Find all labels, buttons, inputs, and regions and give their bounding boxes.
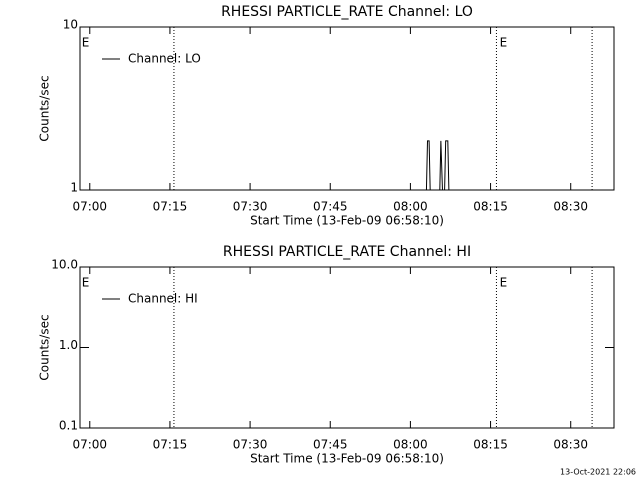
annotation: E	[82, 276, 90, 290]
x-tick-label: 08:30	[553, 200, 588, 214]
x-tick-label: 08:15	[473, 200, 508, 214]
chart-title: RHESSI PARTICLE_RATE Channel: HI	[223, 244, 471, 260]
x-axis-label: Start Time (13-Feb-09 06:58:10)	[250, 214, 444, 228]
x-tick-label: 07:00	[72, 200, 107, 214]
annotation: E	[500, 36, 508, 50]
x-tick-label: 08:00	[393, 200, 428, 214]
data-line	[425, 140, 452, 191]
x-tick-label: 07:45	[313, 200, 348, 214]
x-tick-label: 08:15	[473, 438, 508, 452]
x-tick-label: 07:30	[233, 200, 268, 214]
y-tick-label: 1.0	[59, 338, 78, 352]
y-tick-label: 0.1	[59, 419, 78, 433]
x-tick-label: 08:00	[393, 438, 428, 452]
chart-title: RHESSI PARTICLE_RATE Channel: LO	[221, 4, 473, 20]
x-tick-label: 07:30	[233, 438, 268, 452]
annotation: E	[82, 36, 90, 50]
x-tick-label: 07:45	[313, 438, 348, 452]
annotation: E	[500, 276, 508, 290]
y-tick-label: 1	[70, 181, 78, 195]
legend-label: Channel: LO	[128, 52, 201, 66]
x-tick-label: 07:00	[72, 438, 107, 452]
footer: 13-Oct-2021 22:06	[560, 468, 636, 477]
y-axis-label: Counts/sec	[38, 314, 52, 380]
plot-frame	[79, 26, 615, 191]
y-axis-label: Counts/sec	[38, 75, 52, 141]
y-tick-label: 10.0	[51, 258, 78, 272]
x-tick-label: 07:15	[153, 438, 188, 452]
x-tick-label: 08:30	[553, 438, 588, 452]
y-tick-label: 10	[63, 18, 78, 32]
x-axis-label: Start Time (13-Feb-09 06:58:10)	[250, 452, 444, 466]
x-tick-label: 07:15	[153, 200, 188, 214]
legend-label: Channel: HI	[128, 292, 198, 306]
